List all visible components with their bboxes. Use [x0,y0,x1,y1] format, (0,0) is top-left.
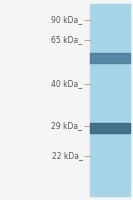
Bar [90,123,130,133]
Bar [90,4,130,196]
Bar [90,53,130,63]
Text: 22 kDa_: 22 kDa_ [52,152,82,160]
Text: 90 kDa_: 90 kDa_ [51,16,82,24]
Text: 29 kDa_: 29 kDa_ [51,121,82,130]
Text: 65 kDa_: 65 kDa_ [51,36,82,45]
Text: 40 kDa_: 40 kDa_ [51,79,82,88]
